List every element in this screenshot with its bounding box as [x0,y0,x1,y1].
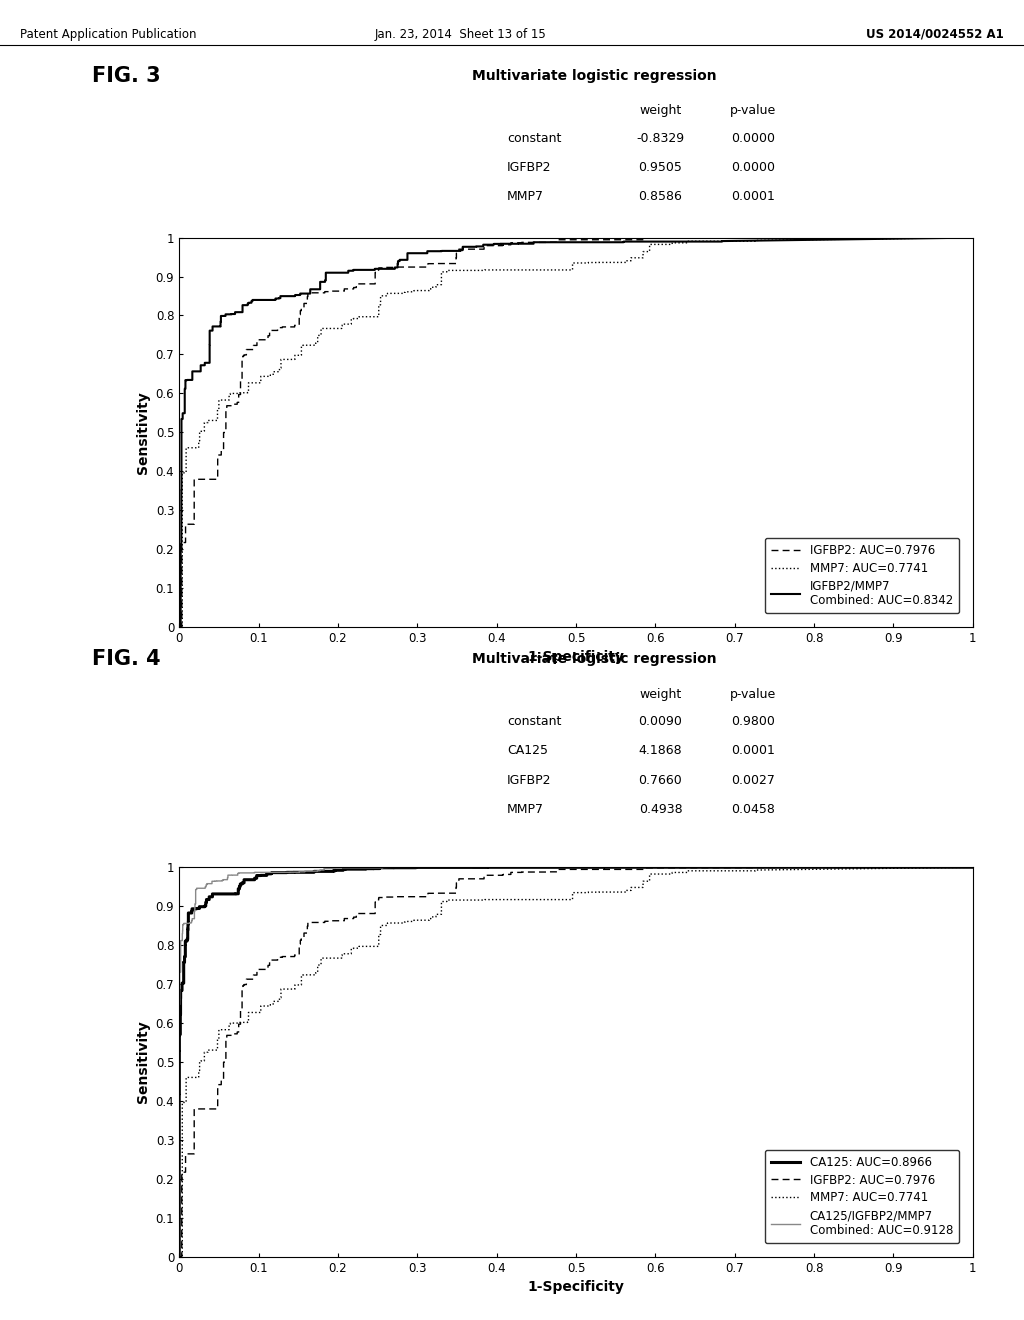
Text: 0.9505: 0.9505 [639,161,682,174]
X-axis label: 1-Specificity: 1-Specificity [527,1280,625,1294]
Text: IGFBP2: IGFBP2 [507,161,551,174]
Text: FIG. 4: FIG. 4 [92,649,161,669]
Text: 0.0027: 0.0027 [731,774,774,787]
Text: 0.8586: 0.8586 [639,190,682,203]
Text: 0.0001: 0.0001 [731,190,774,203]
Text: 0.9800: 0.9800 [731,715,774,729]
Text: MMP7: MMP7 [507,803,544,816]
Text: 0.0458: 0.0458 [731,803,774,816]
Text: US 2014/0024552 A1: US 2014/0024552 A1 [865,28,1004,41]
Text: p-value: p-value [729,688,776,701]
Text: Patent Application Publication: Patent Application Publication [20,28,197,41]
Text: 0.0090: 0.0090 [639,715,682,729]
Text: FIG. 3: FIG. 3 [92,66,161,86]
Text: CA125: CA125 [507,744,548,758]
Text: 4.1868: 4.1868 [639,744,682,758]
Text: 0.0000: 0.0000 [731,161,774,174]
Text: 0.4938: 0.4938 [639,803,682,816]
Legend: CA125: AUC=0.8966, IGFBP2: AUC=0.7976, MMP7: AUC=0.7741, CA125/IGFBP2/MMP7
Combi: CA125: AUC=0.8966, IGFBP2: AUC=0.7976, M… [765,1150,958,1243]
Text: constant: constant [507,132,561,145]
Text: Multivariate logistic regression: Multivariate logistic regression [472,652,716,667]
Text: weight: weight [639,688,682,701]
Text: 0.0001: 0.0001 [731,744,774,758]
Text: constant: constant [507,715,561,729]
Text: weight: weight [639,104,682,117]
Text: Jan. 23, 2014  Sheet 13 of 15: Jan. 23, 2014 Sheet 13 of 15 [375,28,547,41]
Text: -0.8329: -0.8329 [637,132,684,145]
Text: 0.0000: 0.0000 [731,132,774,145]
Text: 0.7660: 0.7660 [639,774,682,787]
Text: Multivariate logistic regression: Multivariate logistic regression [472,69,716,83]
Text: p-value: p-value [729,104,776,117]
Y-axis label: Sensitivity: Sensitivity [136,391,151,474]
Text: IGFBP2: IGFBP2 [507,774,551,787]
Text: MMP7: MMP7 [507,190,544,203]
Legend: IGFBP2: AUC=0.7976, MMP7: AUC=0.7741, IGFBP2/MMP7
Combined: AUC=0.8342: IGFBP2: AUC=0.7976, MMP7: AUC=0.7741, IG… [765,539,958,614]
X-axis label: 1-Specificity: 1-Specificity [527,651,625,664]
Y-axis label: Sensitivity: Sensitivity [136,1020,151,1104]
